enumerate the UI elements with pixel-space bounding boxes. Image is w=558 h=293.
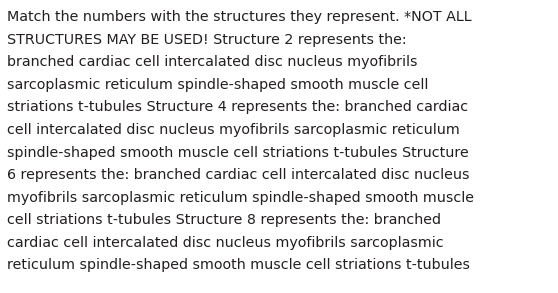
Text: cardiac cell intercalated disc nucleus myofibrils sarcoplasmic: cardiac cell intercalated disc nucleus m…	[7, 236, 443, 250]
Text: cell intercalated disc nucleus myofibrils sarcoplasmic reticulum: cell intercalated disc nucleus myofibril…	[7, 123, 459, 137]
Text: striations t-tubules Structure 4 represents the: branched cardiac: striations t-tubules Structure 4 represe…	[7, 100, 468, 115]
Text: reticulum spindle-shaped smooth muscle cell striations t-tubules: reticulum spindle-shaped smooth muscle c…	[7, 258, 470, 272]
Text: Match the numbers with the structures they represent. *NOT ALL: Match the numbers with the structures th…	[7, 10, 472, 24]
Text: sarcoplasmic reticulum spindle-shaped smooth muscle cell: sarcoplasmic reticulum spindle-shaped sm…	[7, 78, 428, 92]
Text: 6 represents the: branched cardiac cell intercalated disc nucleus: 6 represents the: branched cardiac cell …	[7, 168, 469, 182]
Text: branched cardiac cell intercalated disc nucleus myofibrils: branched cardiac cell intercalated disc …	[7, 55, 417, 69]
Text: cell striations t-tubules Structure 8 represents the: branched: cell striations t-tubules Structure 8 re…	[7, 213, 441, 227]
Text: STRUCTURES MAY BE USED! Structure 2 represents the:: STRUCTURES MAY BE USED! Structure 2 repr…	[7, 33, 406, 47]
Text: spindle-shaped smooth muscle cell striations t-tubules Structure: spindle-shaped smooth muscle cell striat…	[7, 146, 469, 160]
Text: myofibrils sarcoplasmic reticulum spindle-shaped smooth muscle: myofibrils sarcoplasmic reticulum spindl…	[7, 191, 474, 205]
